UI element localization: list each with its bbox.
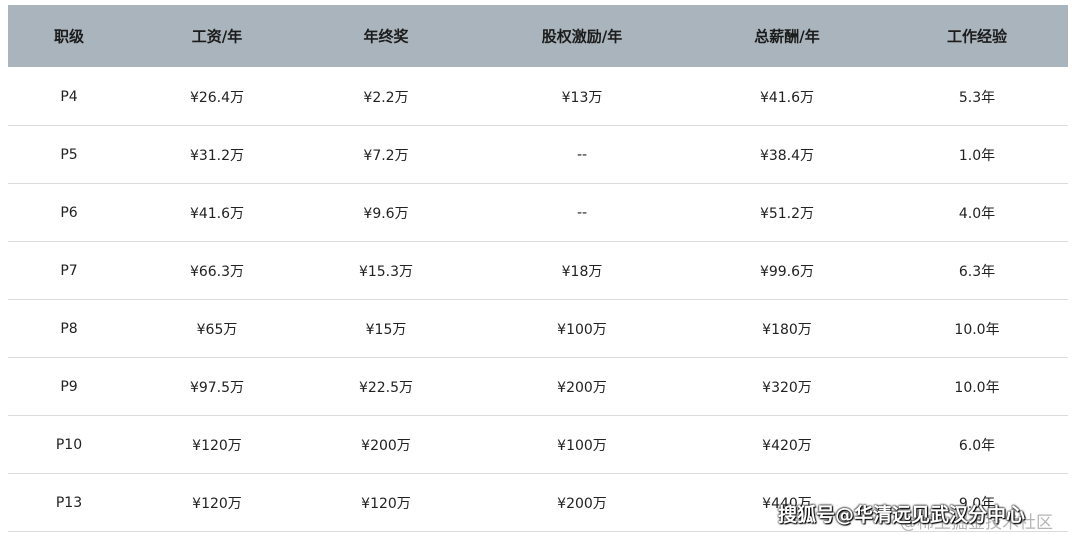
watermark: @稀土掘金技术社区: [900, 513, 1053, 533]
row-divider: [8, 473, 1068, 474]
table-cell: P7: [60, 263, 78, 279]
table-cell: ¥99.6万: [759, 264, 815, 280]
table-cell: ¥120万: [192, 438, 242, 454]
table-cell: P8: [60, 321, 78, 337]
table-cell: P4: [60, 89, 78, 105]
table-cell: 10.0年: [954, 380, 1000, 396]
row-divider: [8, 531, 1068, 532]
header-cell: 职级: [53, 27, 85, 46]
row-divider: [8, 125, 1068, 126]
table-cell: P13: [55, 495, 83, 511]
table-cell: ¥22.5万: [358, 380, 414, 396]
table-cell: P9: [60, 379, 78, 395]
table-cell: --: [576, 205, 588, 221]
table-cell: ¥41.6万: [189, 206, 245, 222]
table-cell: 4.0年: [958, 206, 996, 222]
table-cell: ¥18万: [561, 264, 603, 280]
header-cell: 工作经验: [946, 27, 1008, 46]
table-cell: ¥440万: [762, 496, 812, 512]
header-cell: 工资/年: [191, 27, 243, 46]
table-cell: ¥180万: [762, 322, 812, 338]
row-divider: [8, 183, 1068, 184]
table-cell: ¥320万: [762, 380, 812, 396]
table-cell: ¥200万: [557, 496, 607, 512]
table-cell: ¥97.5万: [189, 380, 245, 396]
table-cell: ¥41.6万: [759, 90, 815, 106]
table-cell: P6: [60, 205, 78, 221]
table-cell: 9.0年: [958, 496, 996, 512]
table-header: [8, 5, 1068, 67]
table-cell: ¥65万: [196, 322, 238, 338]
table-cell: --: [576, 147, 588, 163]
table-cell: ¥9.6万: [363, 206, 409, 222]
table-cell: ¥38.4万: [759, 148, 815, 164]
header-cell: 股权激励/年: [541, 27, 623, 46]
row-divider: [8, 357, 1068, 358]
table-cell: ¥200万: [361, 438, 411, 454]
table-cell: ¥2.2万: [363, 90, 409, 106]
table-cell: ¥100万: [557, 322, 607, 338]
table-cell: ¥31.2万: [189, 148, 245, 164]
table-cell: ¥420万: [762, 438, 812, 454]
row-divider: [8, 299, 1068, 300]
table-cell: 1.0年: [958, 148, 996, 164]
table-cell: ¥200万: [557, 380, 607, 396]
table-cell: ¥66.3万: [189, 264, 245, 280]
table-cell: 5.3年: [958, 90, 996, 106]
table-cell: ¥13万: [561, 90, 603, 106]
table-cell: ¥120万: [361, 496, 411, 512]
row-divider: [8, 415, 1068, 416]
table-cell: ¥7.2万: [363, 148, 409, 164]
table-cell: 6.3年: [958, 264, 996, 280]
table-cell: ¥100万: [557, 438, 607, 454]
table-cell: ¥15.3万: [358, 264, 414, 280]
table-cell: ¥51.2万: [759, 206, 815, 222]
row-divider: [8, 241, 1068, 242]
header-cell: 总薪酬/年: [754, 27, 820, 46]
header-cell: 年终奖: [363, 27, 409, 46]
table-cell: 10.0年: [954, 322, 1000, 338]
table-cell: ¥26.4万: [189, 90, 245, 106]
table-cell: ¥15万: [365, 322, 407, 338]
watermark: 搜狐号@华清远见武汉分中心: [778, 504, 1026, 526]
table-cell: P10: [55, 437, 83, 453]
table-cell: P5: [60, 147, 78, 163]
table-cell: ¥120万: [192, 496, 242, 512]
table-cell: 6.0年: [958, 438, 996, 454]
